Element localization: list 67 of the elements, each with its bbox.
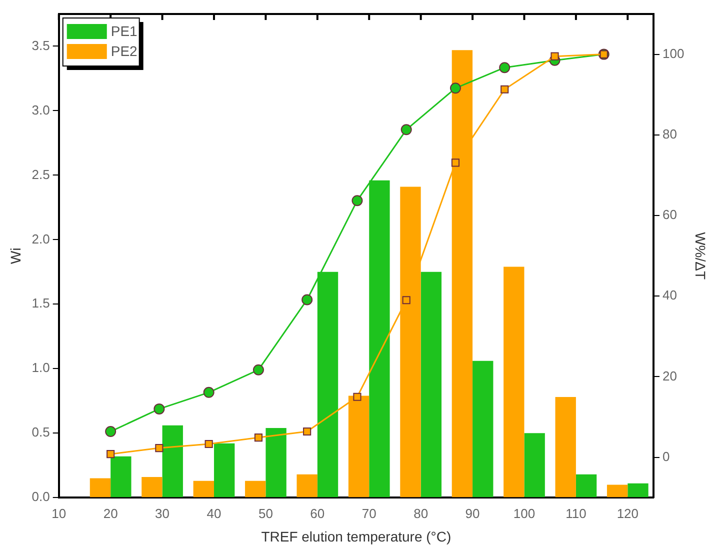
y2-tick-label: 60 [662,207,677,222]
x-tick-label: 80 [414,506,428,521]
bar [245,480,266,498]
x-tick-label: 20 [103,506,118,521]
bar [214,443,235,498]
bar [576,474,597,498]
point [154,403,165,414]
point [302,294,313,306]
point [400,124,412,136]
y-tick-label: 1.0 [32,360,50,376]
x-tick-label: 10 [52,506,66,521]
x-axis-title: TREF elution temperature (°C) [261,528,452,544]
bar [606,484,628,498]
y2-axis-title: W%/ΔT [692,232,709,280]
bar [266,428,286,498]
bar [90,478,111,498]
y2-tick-label: 100 [662,46,684,61]
y-tick-label: 1.5 [32,296,50,311]
y-tick-label: 2.5 [32,166,50,182]
y2-tick-label: 80 [662,126,677,142]
legend-label: PE2 [110,42,138,59]
point [303,427,312,436]
point [352,195,363,206]
bar [162,425,183,498]
x-tick-label: 100 [513,506,536,521]
bar [142,476,162,498]
x-tick-label: 120 [616,506,639,521]
x-tick-label: 110 [566,506,586,521]
point [499,62,510,74]
bar [555,397,576,498]
x-tick-label: 90 [465,506,480,521]
bar [296,474,318,498]
point [402,296,410,304]
point [252,364,264,376]
x-tick-label: 60 [310,506,325,521]
point [450,82,461,94]
point [204,440,213,448]
point [353,392,362,401]
x-tick-label: 40 [206,506,222,521]
bar [472,360,494,498]
y2-tick-label: 40 [662,288,677,303]
bar [420,272,442,498]
point [106,450,115,458]
point [550,52,559,60]
bar [524,433,545,498]
point [105,426,116,438]
x-tick-label: 30 [155,506,170,521]
y2-tick-label: 0 [662,448,670,464]
point [451,158,460,167]
x-tick-label: 70 [362,506,376,521]
y-tick-label: 0.0 [32,489,50,504]
bar [504,266,524,498]
point [203,386,214,398]
y-tick-label: 0.5 [32,424,50,440]
bar [193,480,214,498]
x-tick-label: 50 [258,506,273,521]
bar [628,483,648,498]
y-axis-title: Wi [7,248,24,264]
legend-label: PE1 [110,22,138,39]
point [500,85,509,94]
bar [110,456,132,498]
y2-tick-label: 20 [662,368,677,384]
y-tick-label: 3.5 [32,38,50,53]
y-tick-label: 3.0 [32,102,50,118]
point [254,434,262,442]
point [155,444,164,452]
y-tick-label: 2.0 [32,231,50,246]
